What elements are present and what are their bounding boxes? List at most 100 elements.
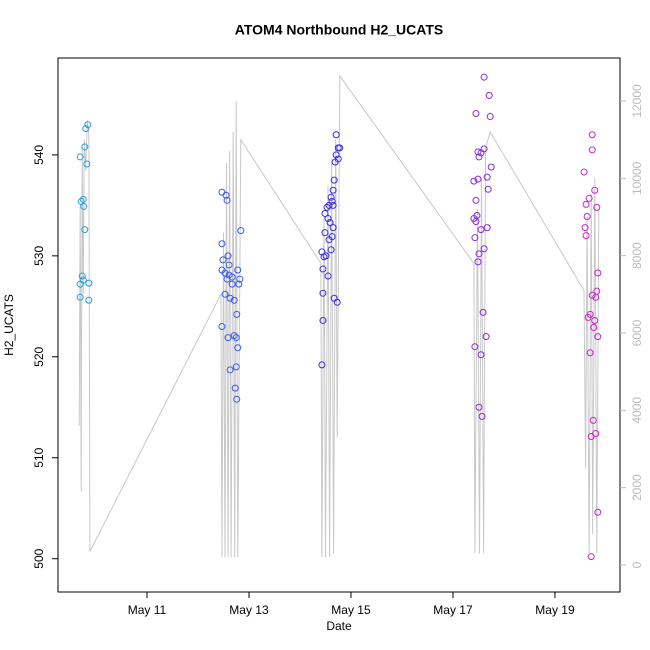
data-point <box>480 145 488 153</box>
data-point <box>324 215 332 223</box>
data-point <box>486 113 494 121</box>
data-point <box>234 344 242 352</box>
data-point <box>83 160 91 168</box>
data-point <box>235 280 243 288</box>
data-point <box>76 153 84 161</box>
data-point <box>329 224 337 232</box>
x-tick-label: May 15 <box>331 603 371 617</box>
data-point <box>336 144 344 152</box>
y2-tick-label: 6000 <box>630 319 644 346</box>
data-point <box>330 176 338 184</box>
data-point <box>224 252 232 260</box>
data-point <box>588 131 596 139</box>
y2-tick-label: 12000 <box>630 84 644 118</box>
data-point <box>477 351 485 359</box>
data-point <box>485 91 493 99</box>
data-point <box>228 280 236 288</box>
data-point <box>218 323 226 331</box>
data-point <box>480 73 488 81</box>
data-point <box>472 196 480 204</box>
y2-tick-label: 8000 <box>630 242 644 269</box>
data-point <box>80 202 88 210</box>
data-point <box>320 253 328 261</box>
data-point <box>472 218 480 226</box>
y2-tick-label: 2000 <box>630 474 644 501</box>
data-point <box>581 224 589 232</box>
data-point <box>332 131 340 139</box>
data-point <box>327 193 335 201</box>
data-point <box>582 200 590 208</box>
data-point <box>218 240 226 248</box>
data-point <box>583 212 591 220</box>
y-tick-label: 540 <box>32 145 46 165</box>
data-point <box>329 201 337 209</box>
data-point <box>226 294 234 302</box>
data-point <box>324 272 332 280</box>
data-point <box>318 361 326 369</box>
data-point <box>319 265 327 273</box>
x-tick-label: May 13 <box>229 603 269 617</box>
data-point <box>470 177 478 185</box>
data-point <box>79 276 87 284</box>
data-point <box>593 203 601 211</box>
data-point <box>588 291 596 299</box>
data-point <box>327 246 335 254</box>
y-tick-label: 520 <box>32 346 46 366</box>
data-point <box>226 366 234 374</box>
data-point <box>475 153 483 161</box>
data-point <box>589 416 597 424</box>
data-point <box>474 175 482 183</box>
y-tick-label: 500 <box>32 548 46 568</box>
data-point <box>319 316 327 324</box>
data-point <box>332 151 340 159</box>
data-point <box>237 227 245 235</box>
y2-tick-label: 4000 <box>630 397 644 424</box>
data-point <box>221 269 229 277</box>
data-point <box>319 289 327 297</box>
data-point <box>484 185 492 193</box>
data-point <box>483 224 491 232</box>
y-tick-label: 510 <box>32 447 46 467</box>
data-point <box>580 168 588 176</box>
data-point <box>479 308 487 316</box>
data-point <box>79 195 87 203</box>
data-point <box>321 229 329 237</box>
data-point <box>594 508 602 516</box>
data-point <box>585 194 593 202</box>
data-point <box>333 298 341 306</box>
data-point <box>325 201 333 209</box>
data-point <box>482 333 490 341</box>
data-point <box>587 433 595 441</box>
plot-frame <box>57 57 621 593</box>
data-point <box>591 316 599 324</box>
data-point <box>76 293 84 301</box>
data-point <box>321 209 329 217</box>
data-point <box>325 236 333 244</box>
data-point <box>78 272 86 280</box>
data-point <box>323 203 331 211</box>
data-point <box>81 226 89 234</box>
altitude-line <box>78 74 600 558</box>
data-point <box>588 146 596 154</box>
data-point <box>475 403 483 411</box>
data-point <box>236 275 244 283</box>
y2-tick-label: 0 <box>630 561 644 568</box>
data-point <box>329 186 337 194</box>
data-point <box>82 125 90 133</box>
data-point <box>477 149 485 157</box>
data-point <box>233 310 241 318</box>
data-point <box>582 232 590 240</box>
data-point <box>475 250 483 258</box>
data-point <box>474 148 482 156</box>
data-point <box>223 275 231 283</box>
data-point <box>219 256 227 264</box>
data-point <box>232 334 240 342</box>
data-point <box>594 333 602 341</box>
x-tick-label: May 19 <box>535 603 575 617</box>
data-point <box>326 219 334 227</box>
data-point <box>594 269 602 277</box>
data-point <box>472 110 480 118</box>
data-point <box>471 343 479 351</box>
data-point <box>478 412 486 420</box>
